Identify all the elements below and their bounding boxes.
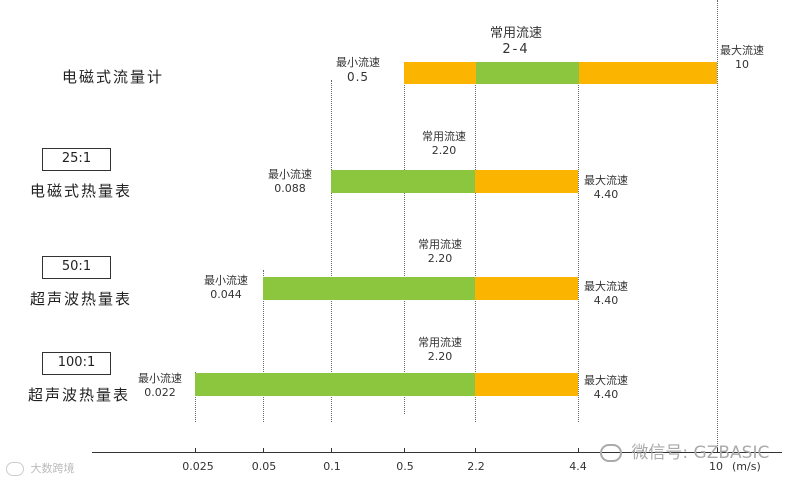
max-speed-label: 最大流速 [584,374,628,387]
gridline-2.2 [475,62,476,422]
x-tick-label: 2.2 [467,460,485,473]
gridline-0.1 [331,80,332,422]
max-speed-label: 最大流速 [584,174,628,187]
watermark-left-text: 大数跨境 [30,462,75,475]
min-speed-value: 0.088 [274,182,306,195]
x-axis-unit: (m/s) [732,460,761,473]
x-tick-label: 4.4 [569,460,587,473]
annotation-flowmeter-min: 最小流速 0.5 [336,56,380,84]
min-speed-label: 最小流速 [268,168,312,181]
x-tick-0.025 [195,448,196,453]
logo-icon [6,462,24,476]
min-speed-label: 最小流速 [138,372,182,385]
x-tick-0.05 [263,448,264,453]
row-label-flowmeter: 电磁式流量计 [62,68,165,86]
annotation-flowmeter-common: 常用流速 2-4 [490,26,542,58]
x-tick-2.2 [475,448,476,453]
max-speed-label: 最大流速 [720,44,764,57]
bar-em-heat-high [475,170,578,193]
max-speed-value: 4.40 [593,388,619,401]
common-speed-label: 常用流速 [490,26,543,41]
watermark-right: 微信号: GZBASIC [600,438,769,463]
common-speed-label: 常用流速 [418,238,462,251]
common-speed-value: 2.20 [427,350,453,363]
annotation-em-heat-common: 常用流速 2.20 [422,130,466,158]
common-speed-value: 2-4 [502,42,530,57]
max-speed-label: 最大流速 [584,280,628,293]
min-speed-value: 0.022 [144,386,176,399]
x-tick-label: 0.5 [396,460,414,473]
wechat-icon [600,444,622,462]
ratio-box-25: 25:1 [42,148,111,171]
common-speed-value: 2.20 [427,252,453,265]
x-axis [92,452,782,453]
gridline-10 [717,0,718,452]
bar-us50-high [475,277,578,300]
x-tick-10 [717,448,718,453]
x-tick-label: 0.1 [323,460,341,473]
x-tick-label: 10 [709,460,723,473]
bar-flowmeter-low [404,62,476,84]
min-speed-value: 0.044 [210,288,242,301]
min-speed-label: 最小流速 [204,274,248,287]
annotation-us100-common: 常用流速 2.20 [418,336,462,364]
annotation-em-heat-min: 最小流速 0.088 [268,168,312,196]
bar-us100-high [475,373,578,396]
bar-em-heat-low [331,170,475,193]
common-speed-value: 2.20 [431,144,457,157]
annotation-us50-max: 最大流速 4.40 [584,280,628,308]
bar-us50-low [263,277,475,300]
ratio-box-50: 50:1 [42,256,111,279]
ratio-box-100: 100:1 [42,352,111,375]
x-tick-4.4 [578,448,579,453]
common-speed-label: 常用流速 [422,130,466,143]
row-label-ultrasonic-heat-meter-100: 超声波热量表 [28,386,131,404]
bar-flowmeter-high [579,62,717,84]
x-tick-label: 0.05 [251,460,277,473]
row-label-electromagnetic-heat-meter: 电磁式热量表 [30,182,133,200]
watermark-left: 大数跨境 [6,460,75,476]
gridline-4.4 [578,62,579,422]
bar-flowmeter-common [476,62,579,84]
max-speed-value: 4.40 [593,294,619,307]
x-tick-0.5 [404,448,405,453]
annotation-em-heat-max: 最大流速 4.40 [584,174,628,202]
annotation-us50-common: 常用流速 2.20 [418,238,462,266]
annotation-us100-min: 最小流速 0.022 [138,372,182,400]
x-tick-0.1 [331,448,332,453]
annotation-us100-max: 最大流速 4.40 [584,374,628,402]
max-speed-value: 4.40 [593,188,619,201]
x-tick-label: 0.025 [182,460,214,473]
max-speed-value: 10 [735,58,749,71]
gridline-0.05 [263,270,264,422]
gridline-0.5 [404,62,405,414]
watermark-right-text: 微信号: GZBASIC [631,443,770,463]
annotation-flowmeter-max: 最大流速 10 [720,44,764,72]
annotation-us50-min: 最小流速 0.044 [204,274,248,302]
min-speed-label: 最小流速 [336,56,380,69]
gridline-0.025 [195,372,196,422]
bar-us100-low [195,373,475,396]
min-speed-value: 0.5 [346,70,370,84]
row-label-ultrasonic-heat-meter-50: 超声波热量表 [30,290,133,308]
common-speed-label: 常用流速 [418,336,462,349]
